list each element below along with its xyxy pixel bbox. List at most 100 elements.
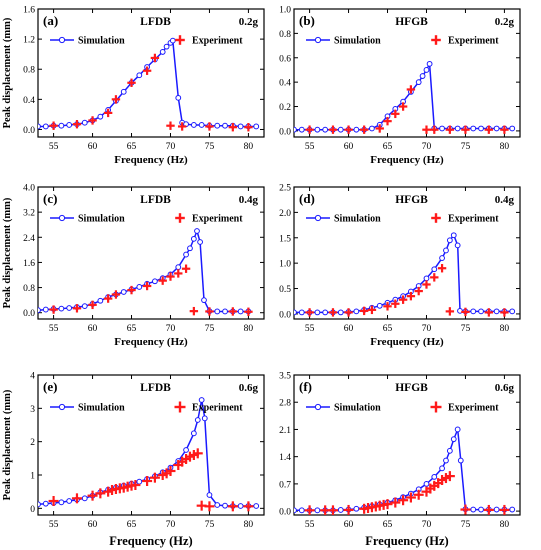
experiment-point: [437, 264, 447, 273]
x-tick-label: 60: [88, 142, 98, 152]
simulation-point: [163, 43, 170, 50]
simulation-point: [314, 309, 321, 316]
simulation-point: [120, 289, 127, 295]
experiment-point: [204, 501, 215, 512]
x-tick-label: 60: [88, 324, 98, 334]
simulation-point: [454, 426, 461, 433]
simulation-point: [470, 506, 477, 513]
legend: Simulation Experiment: [50, 401, 243, 414]
simulation-point: [509, 125, 516, 132]
simulation-point: [450, 232, 457, 239]
x-tick-label: 80: [500, 520, 510, 530]
simulation-point: [423, 480, 430, 487]
y-tick-label: 2: [30, 438, 35, 448]
experiment-point: [192, 448, 203, 459]
y-tick-label: 0.5: [279, 285, 291, 295]
simulation-point: [478, 125, 484, 132]
x-tick-label: 55: [49, 520, 59, 530]
experiment-point: [71, 493, 82, 504]
experiment-point: [244, 123, 253, 132]
y-tick-label: 1.5: [279, 234, 291, 244]
simulation-point: [446, 237, 453, 244]
experiment-point: [166, 121, 175, 130]
experiment-point: [142, 66, 152, 75]
simulation-point: [353, 308, 360, 315]
experiment-point: [483, 504, 494, 515]
experiment-point: [367, 305, 377, 315]
simulation-point: [314, 507, 321, 514]
simulation-point: [369, 125, 375, 132]
experiment-point: [375, 124, 384, 133]
y-tick-label: 0.8: [23, 66, 35, 76]
experiment-point: [430, 125, 439, 134]
panel-e: 55 60 65 70 75 80 0 1 2 3 4 Frequency (Hz) Peak disp…: [2, 372, 265, 548]
experiment-point: [344, 308, 353, 317]
x-tick-label: 75: [205, 324, 215, 334]
simulation-point: [136, 72, 143, 79]
experiment-point: [461, 307, 470, 317]
experiment-point: [398, 295, 408, 304]
y-tick-label: 1.6: [23, 6, 35, 16]
experiment-point: [398, 495, 409, 506]
simulation-point: [454, 242, 461, 249]
y-tick-label: 1: [30, 472, 35, 482]
simulation-point: [66, 122, 73, 128]
experiment-point: [391, 299, 400, 308]
x-axis-label: Frequency (Hz): [370, 154, 444, 166]
simulation-point: [439, 125, 445, 132]
plot-area: [294, 232, 516, 317]
experiment-point: [414, 286, 423, 296]
accel-label: 0.2g: [495, 16, 515, 28]
y-tick-label: 0.4: [23, 96, 35, 106]
x-tick-label: 65: [127, 142, 137, 152]
simulation-point: [457, 457, 464, 464]
plot-area: [294, 60, 516, 134]
experiment-point: [383, 116, 392, 126]
experiment-point: [127, 285, 136, 295]
y-tick-label: 2.0: [279, 209, 291, 219]
legend: Simulation Experiment: [306, 213, 499, 225]
simulation-point: [419, 73, 426, 79]
simulation-line: [38, 228, 249, 313]
experiment-point: [88, 300, 97, 310]
simulation-point: [194, 228, 200, 234]
y-axis-label: Peak displacement (mm): [2, 17, 13, 128]
simulation-line: [294, 61, 513, 131]
experiment-point: [49, 121, 58, 130]
simulation-point: [454, 125, 461, 132]
simulation-point: [151, 278, 158, 285]
experiment-point: [177, 122, 187, 131]
plot-frame: [37, 8, 265, 138]
experiment-point: [305, 308, 314, 317]
experiment-point: [422, 125, 431, 134]
plot-area: [38, 37, 260, 132]
y-tick-label: 1.6: [23, 259, 35, 269]
experiment-point: [228, 307, 238, 316]
x-tick-label: 55: [305, 324, 315, 334]
legend-experiment-label: Experiment: [192, 214, 243, 225]
x-tick-label: 60: [344, 520, 354, 530]
y-tick-label: 1.4: [279, 453, 291, 463]
panel-label: (d): [299, 191, 315, 206]
experiment-point: [48, 496, 59, 506]
legend: Simulation Experiment: [306, 401, 499, 414]
experiment-point: [305, 125, 314, 134]
x-tick-label: 80: [500, 324, 510, 334]
legend-simulation-label: Simulation: [78, 36, 125, 47]
simulation-point: [197, 239, 203, 245]
experiment-point: [95, 488, 106, 499]
experiment-point: [390, 497, 401, 508]
x-tick-label: 70: [166, 142, 176, 152]
x-tick-label: 75: [205, 520, 215, 530]
legend-simulation-marker: [314, 36, 322, 44]
y-tick-label: 1.0: [279, 6, 291, 16]
x-tick-label: 60: [344, 324, 354, 334]
panel-title: HFGB: [395, 194, 428, 206]
simulation-point: [294, 507, 297, 514]
simulation-point: [38, 501, 41, 508]
simulation-point: [337, 126, 344, 133]
legend-simulation-marker: [58, 36, 66, 44]
simulation-point: [294, 309, 297, 316]
y-tick-label: 2.8: [279, 399, 291, 409]
